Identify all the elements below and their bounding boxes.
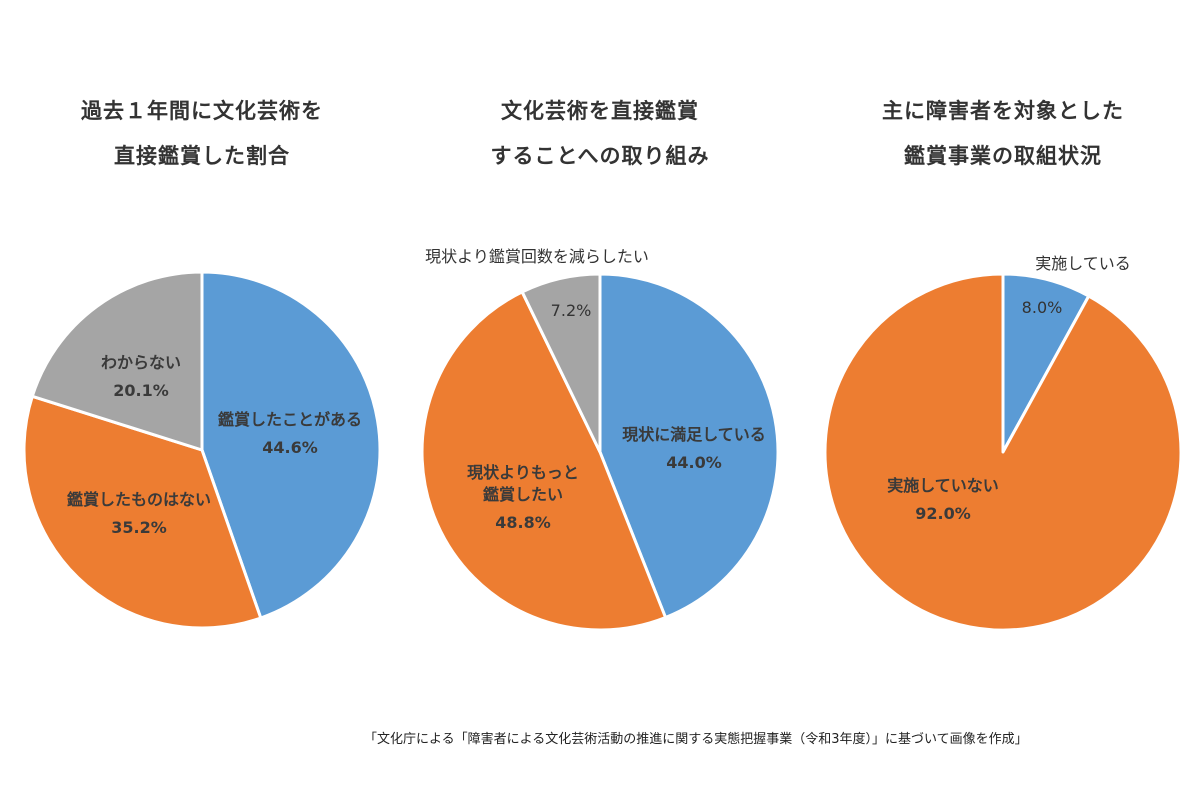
chart-title-line: することへの取り組み: [491, 144, 710, 168]
pie-slice: [420, 290, 668, 632]
slice-label: 現状よりもっと: [467, 463, 579, 482]
pie-slice: [598, 272, 780, 619]
source-note: 「文化庁による「障害者による文化芸術活動の推進に関する実態把握事業（令和3年度）…: [364, 732, 1028, 747]
chart-title-line: 直接鑑賞した割合: [114, 144, 290, 168]
slice-value-label: 35.2%: [111, 518, 167, 537]
chart-title-line: 鑑賞事業の取組状況: [904, 144, 1102, 168]
slice-label: 実施している: [1035, 254, 1131, 273]
slice-value-label: 8.0%: [1022, 298, 1063, 317]
pie-slice: [200, 270, 382, 620]
chart-title-line: 過去１年間に文化芸術を: [81, 99, 323, 123]
slice-label: 実施していない: [887, 476, 999, 495]
slice-value-label: 7.2%: [551, 301, 592, 320]
slice-label: わからない: [101, 353, 181, 372]
pie-slice: [30, 270, 204, 452]
chart-title-line: 文化芸術を直接鑑賞: [501, 99, 699, 123]
slice-label: 鑑賞したい: [483, 485, 563, 504]
slice-label: 鑑賞したものはない: [67, 490, 211, 509]
slice-label: 鑑賞したことがある: [218, 410, 362, 429]
slice-value-label: 92.0%: [915, 504, 971, 523]
pie-slice: [1001, 272, 1091, 454]
slice-value-label: 20.1%: [113, 381, 169, 400]
slice-label: 現状に満足している: [622, 425, 766, 444]
pie-slice: [22, 394, 263, 630]
pie-slice: [520, 272, 602, 454]
pie-slice: [823, 272, 1183, 632]
slice-value-label: 48.8%: [495, 513, 551, 532]
slice-value-label: 44.0%: [666, 453, 722, 472]
chart-title-line: 主に障害者を対象とした: [882, 99, 1124, 123]
slice-value-label: 44.6%: [262, 438, 318, 457]
slice-label: 現状より鑑賞回数を減らしたい: [425, 247, 649, 266]
